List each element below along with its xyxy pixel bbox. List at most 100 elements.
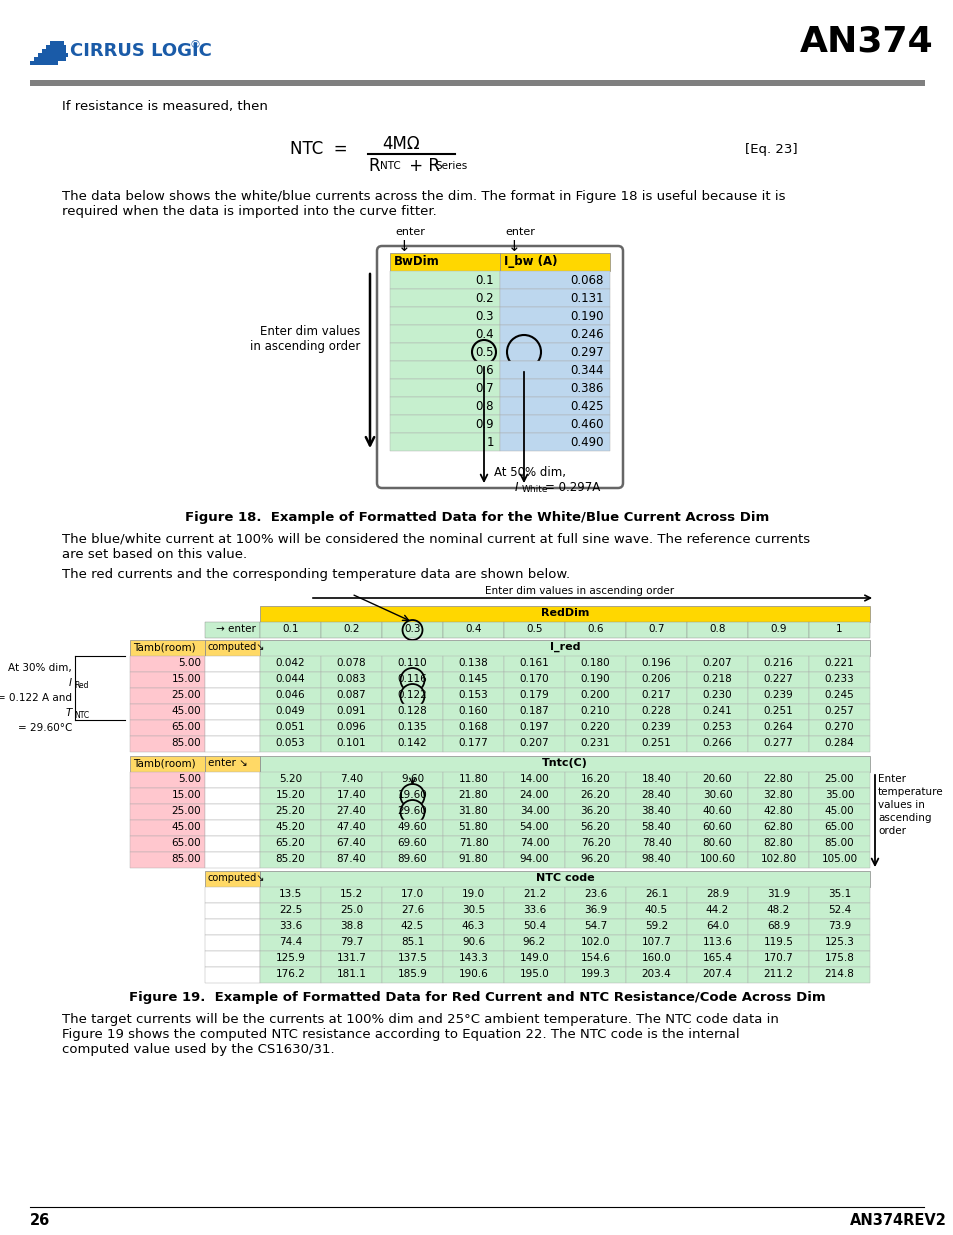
Text: 0.228: 0.228 — [641, 706, 671, 716]
Bar — [205, 688, 260, 704]
Text: 19.60: 19.60 — [397, 790, 427, 800]
Text: 0.460: 0.460 — [570, 417, 603, 431]
Bar — [808, 704, 869, 720]
Bar — [205, 967, 260, 983]
Text: AN374: AN374 — [800, 25, 933, 59]
Bar — [808, 688, 869, 704]
Text: 67.40: 67.40 — [336, 839, 366, 848]
Bar — [686, 736, 747, 752]
Text: are set based on this value.: are set based on this value. — [62, 548, 247, 561]
Text: 176.2: 176.2 — [275, 969, 305, 979]
Text: 137.5: 137.5 — [397, 953, 427, 963]
Bar — [442, 804, 503, 820]
Text: 42.80: 42.80 — [762, 806, 793, 816]
Text: 181.1: 181.1 — [336, 969, 366, 979]
Bar — [499, 308, 609, 325]
Text: If resistance is measured, then: If resistance is measured, then — [62, 100, 268, 112]
Bar — [686, 919, 747, 935]
Bar — [205, 887, 260, 903]
Bar — [442, 622, 503, 638]
Bar — [205, 704, 260, 720]
Text: 40.60: 40.60 — [702, 806, 732, 816]
Bar — [442, 836, 503, 852]
Text: ↓: ↓ — [507, 240, 520, 254]
Bar — [381, 919, 442, 935]
Bar — [130, 688, 205, 704]
Text: NTC: NTC — [379, 161, 400, 170]
Bar — [320, 951, 381, 967]
Text: 76.20: 76.20 — [580, 839, 610, 848]
Bar — [747, 672, 808, 688]
Bar — [260, 656, 320, 672]
Text: At 50% dim,: At 50% dim, — [494, 466, 565, 479]
Bar — [260, 640, 869, 656]
Bar — [625, 672, 686, 688]
Text: 143.3: 143.3 — [458, 953, 488, 963]
Bar — [390, 433, 499, 451]
Text: 42.5: 42.5 — [400, 921, 424, 931]
Bar — [205, 903, 260, 919]
Text: 36.9: 36.9 — [583, 905, 606, 915]
Text: 15.2: 15.2 — [339, 889, 363, 899]
Bar — [499, 270, 609, 289]
Text: 195.0: 195.0 — [519, 969, 549, 979]
Text: 22.80: 22.80 — [762, 774, 793, 784]
Bar — [320, 820, 381, 836]
Text: Figure 19 shows the computed NTC resistance according to Equation 22. The NTC co: Figure 19 shows the computed NTC resista… — [62, 1028, 739, 1041]
Bar — [808, 720, 869, 736]
Bar — [503, 820, 564, 836]
Bar — [390, 415, 499, 433]
Text: 65.00: 65.00 — [823, 823, 854, 832]
Text: 47.40: 47.40 — [336, 823, 366, 832]
Text: 0.083: 0.083 — [336, 674, 366, 684]
Text: enter ↘: enter ↘ — [208, 758, 248, 768]
Bar — [564, 788, 625, 804]
Text: 21.80: 21.80 — [458, 790, 488, 800]
Text: 0.5: 0.5 — [475, 346, 494, 359]
Text: 0.239: 0.239 — [762, 690, 793, 700]
Bar — [686, 804, 747, 820]
Text: 0.122: 0.122 — [397, 690, 427, 700]
Bar — [442, 951, 503, 967]
Bar — [503, 704, 564, 720]
Text: order: order — [877, 826, 905, 836]
Text: AN374REV2: AN374REV2 — [849, 1213, 946, 1228]
Bar — [503, 622, 564, 638]
Text: 31.80: 31.80 — [458, 806, 488, 816]
Bar — [130, 672, 205, 688]
Text: 0.220: 0.220 — [580, 722, 610, 732]
Bar — [442, 772, 503, 788]
Bar — [260, 606, 869, 622]
Bar — [320, 622, 381, 638]
Bar — [381, 720, 442, 736]
Bar — [381, 820, 442, 836]
Bar — [205, 836, 260, 852]
Bar — [564, 935, 625, 951]
Bar — [625, 704, 686, 720]
Bar — [260, 852, 320, 868]
Bar — [499, 325, 609, 343]
Text: 79.7: 79.7 — [339, 937, 363, 947]
Text: 0.190: 0.190 — [580, 674, 610, 684]
Text: 25.0: 25.0 — [339, 905, 363, 915]
Bar — [564, 672, 625, 688]
Bar — [320, 736, 381, 752]
Bar — [625, 736, 686, 752]
Text: 0.110: 0.110 — [397, 658, 427, 668]
Text: 165.4: 165.4 — [701, 953, 732, 963]
Bar — [381, 704, 442, 720]
Text: enter: enter — [504, 227, 535, 237]
Text: 13.5: 13.5 — [278, 889, 302, 899]
Bar — [260, 887, 320, 903]
Bar — [381, 935, 442, 951]
Text: 119.5: 119.5 — [762, 937, 793, 947]
Bar — [130, 852, 205, 868]
Text: 98.40: 98.40 — [641, 853, 671, 864]
Text: 0.7: 0.7 — [475, 382, 494, 395]
Text: 0.170: 0.170 — [519, 674, 549, 684]
Bar — [390, 325, 499, 343]
Bar — [260, 804, 320, 820]
Text: 0.425: 0.425 — [570, 400, 603, 412]
Bar — [625, 804, 686, 820]
Text: 50.4: 50.4 — [522, 921, 545, 931]
